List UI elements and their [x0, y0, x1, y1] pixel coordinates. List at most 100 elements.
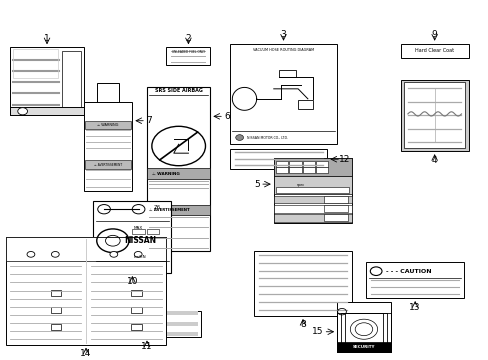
Bar — [400, 80, 468, 151]
Bar — [85, 161, 131, 169]
Bar — [336, 302, 390, 352]
Bar — [298, 100, 312, 109]
Bar — [344, 313, 382, 346]
Text: 6: 6 — [224, 112, 230, 121]
Bar — [51, 307, 61, 313]
Text: lbs/kN: lbs/kN — [134, 255, 146, 259]
Text: 4: 4 — [431, 156, 437, 165]
Text: Z6: Z6 — [153, 204, 161, 210]
Bar — [336, 313, 390, 352]
Bar — [147, 87, 210, 252]
Text: NISSAN MOTOR CO., LTD.: NISSAN MOTOR CO., LTD. — [246, 136, 287, 140]
Text: Hard Clear Coat: Hard Clear Coat — [414, 48, 453, 53]
Bar — [132, 229, 144, 234]
Bar — [10, 47, 83, 115]
Text: ⚠ AVERTISSEMENT: ⚠ AVERTISSEMENT — [94, 163, 122, 167]
Bar — [5, 237, 166, 345]
Bar — [131, 324, 142, 330]
Bar — [10, 107, 83, 115]
Bar — [105, 248, 149, 255]
Text: 12: 12 — [338, 155, 349, 164]
Bar — [96, 322, 198, 326]
Bar — [147, 168, 210, 179]
Bar — [366, 262, 463, 298]
Bar — [147, 229, 159, 234]
Text: ⚠ WARNING: ⚠ WARNING — [152, 172, 179, 176]
Bar — [324, 206, 347, 212]
Bar — [51, 290, 61, 296]
Text: 5: 5 — [253, 180, 259, 189]
Bar — [315, 161, 327, 167]
Text: 14: 14 — [80, 349, 92, 358]
Bar — [273, 196, 351, 203]
Bar — [324, 215, 347, 221]
Bar — [131, 290, 142, 296]
Bar — [166, 47, 210, 65]
Circle shape — [27, 252, 35, 257]
Text: VACUUM HOSE ROUTING DIAGRAM: VACUUM HOSE ROUTING DIAGRAM — [252, 48, 313, 52]
Bar — [289, 161, 301, 167]
Circle shape — [110, 252, 118, 257]
Text: NISSAN: NISSAN — [124, 236, 156, 245]
Text: 8: 8 — [300, 320, 305, 329]
Bar — [273, 176, 351, 194]
Bar — [115, 244, 140, 248]
Text: - - - CAUTION: - - - CAUTION — [385, 269, 430, 274]
Text: 2: 2 — [185, 34, 191, 43]
Text: ⚠ WARNING: ⚠ WARNING — [97, 123, 119, 127]
Bar — [340, 313, 386, 349]
Bar — [276, 167, 288, 173]
Bar — [273, 158, 351, 176]
Bar — [229, 44, 336, 144]
Circle shape — [51, 252, 59, 257]
Bar — [93, 311, 200, 337]
Circle shape — [235, 135, 243, 140]
Text: 1: 1 — [44, 34, 50, 43]
Bar — [5, 237, 166, 261]
Bar — [400, 44, 468, 58]
Bar — [147, 204, 210, 215]
Bar — [229, 149, 327, 169]
Bar — [96, 316, 198, 320]
Text: 13: 13 — [408, 302, 420, 311]
Bar — [276, 187, 348, 193]
Text: 9: 9 — [431, 30, 437, 39]
Text: 3: 3 — [280, 30, 286, 39]
Text: SRS SIDE AIRBAG: SRS SIDE AIRBAG — [154, 89, 202, 94]
Bar — [96, 327, 198, 331]
Bar — [97, 83, 119, 103]
Text: 15: 15 — [311, 327, 323, 336]
Text: 7: 7 — [146, 116, 152, 125]
Bar — [51, 324, 61, 330]
Bar — [276, 161, 288, 167]
Bar — [302, 167, 314, 173]
Text: 10: 10 — [126, 278, 138, 287]
Text: spec: spec — [297, 183, 305, 188]
Text: UNLEADED FUEL ONLY: UNLEADED FUEL ONLY — [172, 50, 204, 54]
Bar — [96, 332, 198, 336]
Text: SECURITY: SECURITY — [352, 345, 374, 349]
Text: MAX: MAX — [133, 226, 142, 230]
Bar — [32, 244, 57, 248]
Bar — [302, 161, 314, 167]
Bar — [254, 252, 351, 316]
Bar — [131, 307, 142, 313]
Bar — [13, 49, 58, 78]
Bar — [96, 311, 198, 315]
Bar — [273, 214, 351, 221]
Circle shape — [134, 252, 142, 257]
Circle shape — [18, 108, 27, 115]
Bar — [83, 103, 132, 190]
Bar — [85, 121, 131, 129]
Text: 11: 11 — [141, 342, 152, 351]
Bar — [404, 82, 464, 148]
Bar — [315, 167, 327, 173]
Bar — [324, 197, 347, 203]
Text: ⚠ AVERTISSEMENT: ⚠ AVERTISSEMENT — [149, 208, 190, 212]
Bar — [273, 158, 351, 223]
Bar — [61, 51, 81, 112]
Bar — [278, 70, 295, 77]
Bar — [22, 248, 66, 255]
Bar — [93, 201, 171, 273]
Bar — [336, 342, 390, 352]
